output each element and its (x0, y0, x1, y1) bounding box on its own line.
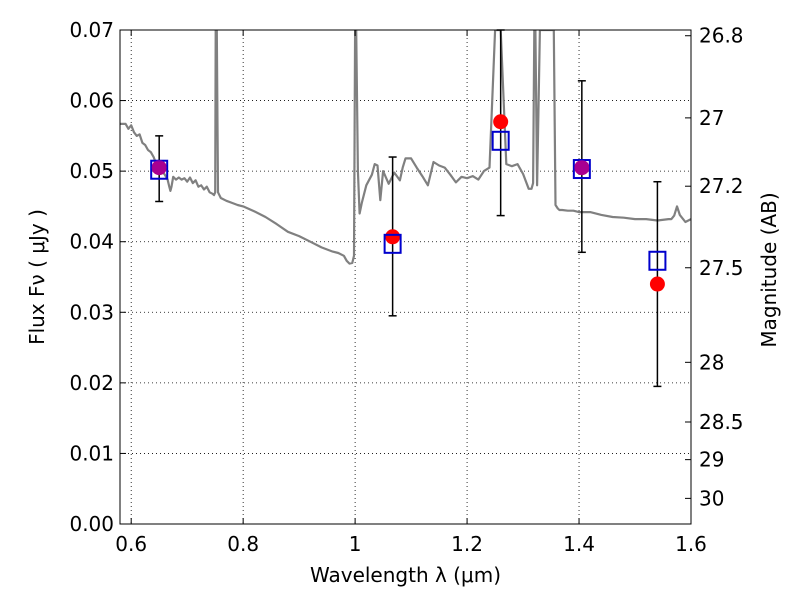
x-tick-label: 0.6 (115, 532, 147, 556)
y-tick-label: 0.04 (69, 230, 114, 254)
y-axis-right-label: Magnitude (AB) (757, 192, 781, 347)
x-tick-label: 0.8 (227, 532, 259, 556)
x-tick-label: 1 (349, 532, 362, 556)
blue-square-marker (491, 130, 510, 151)
red-circle-marker (385, 229, 401, 245)
y-tick-label: 0.05 (69, 159, 114, 183)
right-tick-label: 28 (699, 350, 724, 374)
y-tick-label: 0.03 (69, 300, 114, 324)
x-tick-label: 1.2 (451, 532, 483, 556)
ticks: 0.6 0.8 1 1.2 1.4 1.6 0.00 0.01 0.02 0.03 0.04 0.05… (69, 18, 743, 556)
spectrum-line (120, 30, 691, 265)
blue-square-series (150, 130, 667, 271)
right-tick-label: 26.8 (699, 24, 744, 48)
blue-square-marker (648, 250, 667, 271)
spectrum-series (120, 30, 691, 265)
right-tick-label: 28.5 (699, 410, 744, 434)
x-tick-label: 1.4 (563, 532, 595, 556)
right-tick-label: 27.2 (699, 174, 744, 198)
y-tick-label: 0.02 (69, 371, 114, 395)
right-tick-label: 29 (699, 448, 724, 472)
overlap-marker (574, 160, 590, 176)
y-tick-label: 0.07 (69, 18, 114, 42)
right-tick-label: 27.5 (699, 256, 744, 280)
plot-frame (119, 29, 692, 525)
y-tick-label: 0.06 (69, 89, 114, 113)
right-tick-label: 30 (699, 486, 724, 510)
red-circle-marker (649, 276, 665, 292)
overlap-marker (151, 160, 167, 176)
x-tick-label: 1.6 (675, 532, 707, 556)
x-axis-label: Wavelength λ (μm) (310, 563, 501, 587)
y-tick-label: 0.00 (69, 512, 114, 536)
red-circle-marker (493, 114, 509, 130)
blue-square-marker (572, 159, 591, 180)
y-tick-label: 0.01 (69, 441, 114, 465)
right-tick-label: 27 (699, 106, 724, 130)
blue-square-marker (383, 233, 402, 254)
y-axis-label: Flux Fν ( μJy ) (25, 209, 49, 345)
